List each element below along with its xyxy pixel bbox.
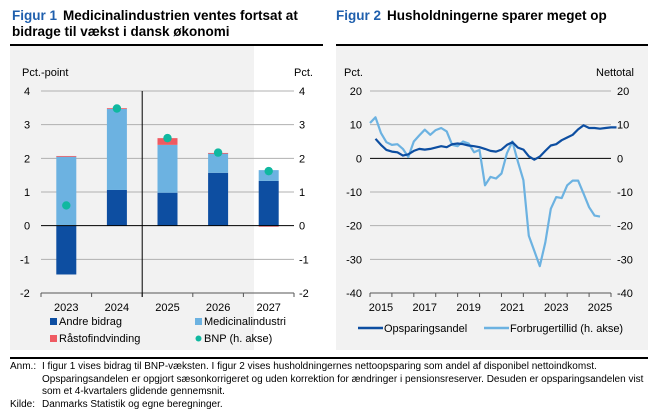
notes-anm-text: I figur 1 vises bidrag til BNP-væksten. … xyxy=(42,361,644,397)
bar-andre-2024 xyxy=(106,189,127,226)
y-tick-left: 0 xyxy=(356,153,362,165)
legend-label-opsparing: Opsparingsandel xyxy=(384,323,467,335)
x-tick-label: 2025 xyxy=(588,302,612,314)
y-axis-left-unit: Pct. xyxy=(344,67,363,79)
y-tick-left: 0 xyxy=(24,221,30,233)
y-axis-right-unit: Nettotal xyxy=(596,67,634,79)
y-tick-left: -10 xyxy=(346,187,362,199)
notes-kilde-text: Danmarks Statistik og egne beregninger. xyxy=(42,398,223,410)
y-tick-left: -1 xyxy=(20,254,30,266)
y-tick-right: 10 xyxy=(617,120,629,132)
y-tick-right: -20 xyxy=(617,221,633,233)
y-tick-left: -2 xyxy=(20,288,30,300)
y-axis-right-unit: Pct. xyxy=(294,67,313,79)
y-tick-right: 0 xyxy=(299,221,305,233)
figure-2-top-rule xyxy=(336,44,648,46)
bnp-point-2026 xyxy=(213,148,223,157)
figure-1-heading: Medicinalindustrien ventes fortsat at bi… xyxy=(12,8,298,39)
figure-2-panel xyxy=(336,46,648,350)
x-tick-label: 2025 xyxy=(155,302,179,314)
x-tick-label: 2023 xyxy=(544,302,568,314)
figure-1-title: Figur 1 Medicinalindustrien ventes fortsa… xyxy=(12,8,312,40)
legend-label-raastof: Råstofindvinding xyxy=(59,333,140,345)
y-tick-left: -30 xyxy=(346,254,362,266)
bar-andre-2023 xyxy=(56,225,77,275)
y-tick-right: 0 xyxy=(617,153,623,165)
legend-swatch-andre xyxy=(50,318,57,325)
bar-andre-2027 xyxy=(258,180,279,226)
bar-medicinal-2025 xyxy=(157,144,178,193)
y-tick-left: 3 xyxy=(24,120,30,132)
x-tick-label: 2023 xyxy=(54,302,78,314)
bar-medicinal-2026 xyxy=(208,153,229,173)
y-tick-right: 3 xyxy=(299,120,305,132)
y-tick-right: 4 xyxy=(299,86,305,98)
y-tick-right: -30 xyxy=(617,254,633,266)
x-tick-label: 2015 xyxy=(369,302,393,314)
line-opsparing xyxy=(374,124,617,161)
notes-block: Anm.: I figur 1 vises bidrag til BNP-væk… xyxy=(10,361,660,411)
notes-anm-row: Anm.: I figur 1 vises bidrag til BNP-væk… xyxy=(10,361,660,399)
y-tick-left: -20 xyxy=(346,221,362,233)
bnp-point-2024 xyxy=(112,104,122,113)
x-tick-label: 2017 xyxy=(413,302,437,314)
x-tick-label: 2026 xyxy=(206,302,230,314)
y-tick-left: 20 xyxy=(350,86,362,98)
figure-1-top-rule xyxy=(10,44,323,46)
bar-andre-2025 xyxy=(157,192,178,226)
legend-swatch-bnp xyxy=(195,335,202,342)
bar-andre-2026 xyxy=(208,172,229,226)
notes-top-rule xyxy=(10,357,648,359)
x-tick-label: 2024 xyxy=(105,302,129,314)
figure-2-heading: Husholdningerne sparer meget op xyxy=(387,8,607,23)
y-tick-left: 1 xyxy=(24,187,30,199)
y-tick-left: 10 xyxy=(350,120,362,132)
y-tick-right: -40 xyxy=(617,288,633,300)
y-tick-right: 1 xyxy=(299,187,305,199)
y-tick-right: 20 xyxy=(617,86,629,98)
legend-label-andre: Andre bidrag xyxy=(59,316,122,328)
x-tick-label: 2021 xyxy=(500,302,524,314)
legend-swatch-raastof xyxy=(50,335,57,342)
bar-medicinal-2023 xyxy=(56,156,77,226)
bnp-point-2025 xyxy=(163,133,172,143)
notes-kilde-row: Kilde: Danmarks Statistik og egne beregn… xyxy=(10,399,660,412)
y-tick-left: 4 xyxy=(24,86,30,98)
figure-2-number: Figur 2 xyxy=(336,8,382,23)
bnp-point-2027 xyxy=(264,166,273,176)
y-axis-left-unit: Pct.-point xyxy=(22,67,68,79)
legend-swatch-medicinal xyxy=(195,318,202,325)
notes-kilde-label: Kilde: xyxy=(10,398,36,410)
figure-1-number: Figur 1 xyxy=(12,8,58,23)
bnp-point-2023 xyxy=(62,201,71,210)
y-tick-right: 2 xyxy=(299,153,305,165)
legend-label-forbruger: Forbrugertillid (h. akse) xyxy=(510,323,623,335)
legend-label-bnp: BNP (h. akse) xyxy=(204,333,272,345)
notes-anm-label: Anm.: xyxy=(10,361,37,372)
figure-2-title: Figur 2 Husholdningerne sparer meget op xyxy=(336,8,656,24)
line-forbruger xyxy=(369,116,601,268)
bar-raastof-2027 xyxy=(258,225,279,227)
x-tick-label: 2027 xyxy=(256,302,280,314)
y-tick-right: -1 xyxy=(299,254,309,266)
bar-medicinal-2024 xyxy=(106,108,127,190)
bar-raastof-2023 xyxy=(56,155,77,157)
x-tick-label: 2019 xyxy=(456,302,480,314)
y-tick-right: -10 xyxy=(617,187,633,199)
y-tick-left: -40 xyxy=(346,288,362,300)
y-tick-left: 2 xyxy=(24,153,30,165)
bar-medicinal-2027 xyxy=(258,170,279,181)
y-tick-right: -2 xyxy=(299,288,309,300)
legend-label-medicinal: Medicinalindustri xyxy=(204,316,286,328)
